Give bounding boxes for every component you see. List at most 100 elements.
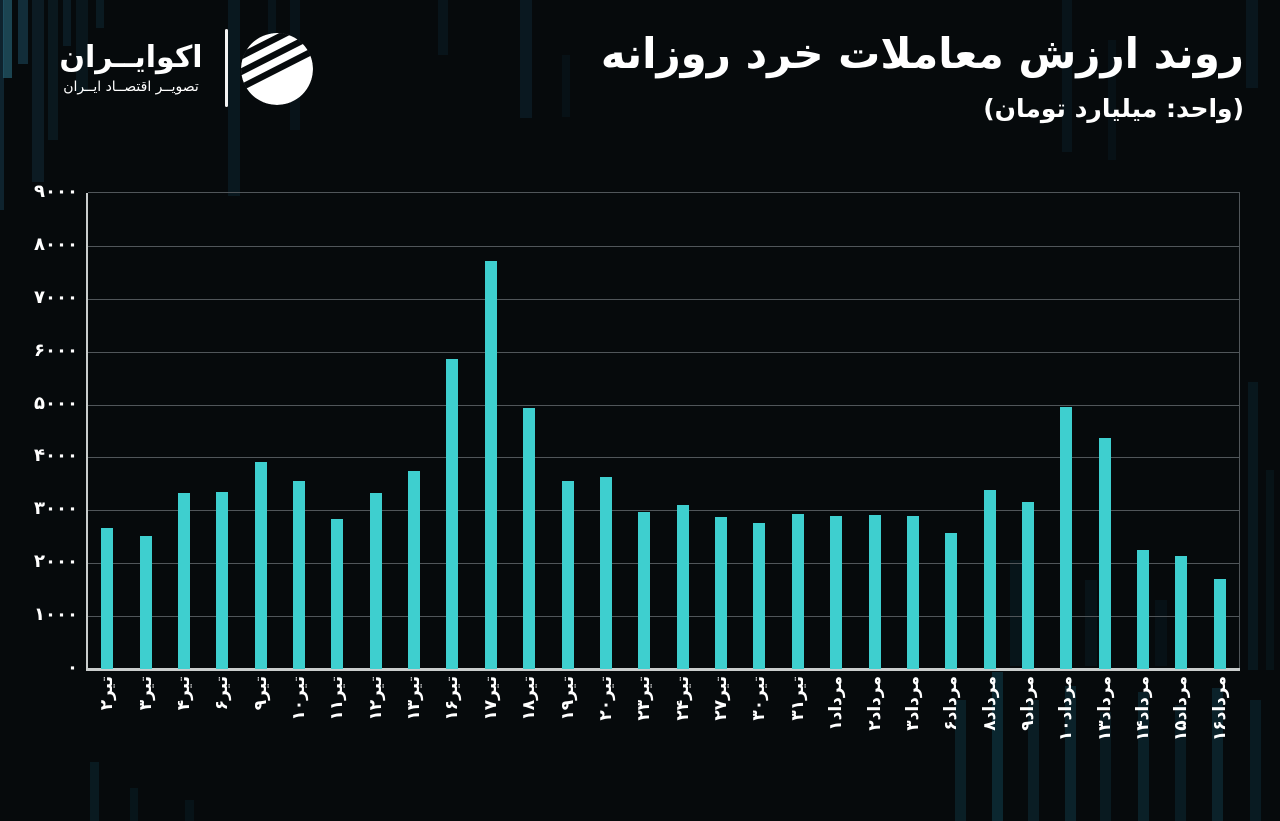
gridline [88,245,1239,247]
x-tick-label: مرداد۱۵ [1171,676,1192,742]
bar-مرداد۹ [1021,501,1034,669]
y-tick-label: ۵۰۰۰ [34,392,78,414]
x-tick-label: مرداد۶ [941,676,962,731]
y-tick-label: ۳۰۰۰ [34,498,78,520]
gridline [88,351,1239,353]
bar-مرداد۱۳ [1098,437,1111,669]
x-tick-label: تیر۱۱ [327,676,348,721]
background-streak [18,0,28,64]
x-tick-label: تیر۳۱ [787,676,808,721]
x-tick-label: مرداد۸ [979,676,1000,731]
bar-تیر۲۳ [638,511,651,669]
gridline [88,457,1239,459]
x-tick-label: تیر۲۷ [711,676,732,721]
bar-مرداد۱۶ [1213,579,1226,669]
bar-مرداد۱۵ [1175,555,1188,669]
bar-تیر۲ [101,528,114,669]
x-tick-label: مرداد۹ [1017,676,1038,731]
x-tick-label: تیر۲۰ [595,676,616,721]
x-tick-label: تیر۲ [97,676,118,711]
plot-area [86,192,1240,671]
background-streak [1250,700,1261,821]
y-axis-tick-labels: ۹۰۰۰ ۸۰۰۰ ۷۰۰۰ ۶۰۰۰ ۵۰۰۰ ۴۰۰۰ ۳۰۰۰ ۲۰۰۰ ۱۰۰۰ ۰ [0,181,78,678]
x-tick-label: تیر۱۷ [480,676,501,721]
background-streak [520,0,532,118]
ecoiran-logo-icon [237,28,317,108]
y-tick-label: ۶۰۰۰ [34,339,78,361]
bar-تیر۲۰ [599,476,612,669]
background-streak [0,0,4,210]
x-tick-label: تیر۴ [173,676,194,711]
y-tick-label: ۸۰۰۰ [34,233,78,255]
bar-تیر۱۳ [408,471,421,669]
y-tick-label: ۷۰۰۰ [34,286,78,308]
x-tick-label: مرداد۱۴ [1133,676,1154,742]
gridline [88,616,1239,618]
brand-divider [225,29,228,107]
bar-مرداد۳ [906,515,919,669]
bar-تیر۱۸ [523,408,536,669]
x-tick-label: مرداد۱۳ [1094,676,1115,742]
bar-تیر۱۰ [293,481,306,669]
x-tick-label: تیر۱۹ [557,676,578,721]
y-tick-label: ۹۰۰۰ [34,181,78,202]
gridline [88,510,1239,512]
unit-label: (واحد: میلیارد تومان) [983,94,1244,124]
chart-header: روند ارزش معاملات خرد روزانه (واحد: میلی… [600,29,1244,124]
bar-تیر۴ [177,492,190,669]
background-streak [1246,0,1258,88]
x-tick-label: تیر۹ [250,676,271,711]
brand-name: اکوایــران [59,40,203,75]
x-tick-label: مرداد۱ [826,676,847,731]
background-streak [3,0,12,78]
brand-tagline: تصویــر اقتصــاد ایــران [63,79,199,95]
gridline [88,563,1239,565]
background-streak [1248,382,1258,670]
x-tick-label: تیر۱۳ [404,676,425,721]
x-axis-line [86,668,1240,671]
bar-تیر۶ [216,492,229,669]
background-streak [438,0,448,55]
gridline [88,298,1239,300]
bar-مرداد۲ [868,514,881,669]
y-tick-label: ۰ [67,657,78,678]
background-streak [1266,470,1274,670]
background-streak [32,0,44,182]
brand-block: اکوایــران تصویــر اقتصــاد ایــران [46,24,318,112]
bar-تیر۱۶ [446,358,459,669]
bar-تیر۱۹ [561,480,574,669]
y-tick-label: ۱۰۰۰ [34,604,78,626]
bar-مرداد۸ [983,490,996,669]
x-tick-label: مرداد۱۰ [1056,676,1077,742]
gridline [88,404,1239,406]
x-axis-tick-labels: تیر۲ تیر۳ تیر۴ تیر۶ تیر۹ تیر۱۰ تیر۱۱ تیر۱۲ تیر۱۳… [88,676,1239,816]
y-tick-label: ۲۰۰۰ [34,551,78,573]
x-tick-label: تیر۲۴ [672,676,693,721]
bar-مرداد۱۰ [1060,406,1073,669]
x-tick-label: تیر۲۳ [634,676,655,721]
background-streak [562,55,570,117]
x-tick-label: تیر۳ [135,676,156,711]
y-axis-line [86,193,88,671]
x-tick-label: مرداد۱۶ [1209,676,1230,742]
x-tick-label: مرداد۳ [902,676,923,731]
bar-مرداد۱۴ [1137,550,1150,669]
bar-تیر۳ [139,535,152,669]
bar-مرداد۱ [830,515,843,669]
bar-تیر۱۷ [484,261,497,669]
bar-تیر۹ [254,462,267,669]
y-tick-label: ۴۰۰۰ [34,445,78,467]
bar-تیر۱۱ [331,518,344,669]
x-tick-label: تیر۶ [212,676,233,711]
bar-تیر۲۴ [676,505,689,669]
bar-تیر۳۰ [753,522,766,669]
bar-مرداد۶ [945,533,958,669]
bar-تیر۳۱ [791,513,804,669]
bar-تیر۲۷ [715,517,728,669]
page-title: روند ارزش معاملات خرد روزانه [600,29,1244,78]
x-tick-label: تیر۱۲ [365,676,386,721]
x-tick-label: مرداد۲ [864,676,885,731]
brand-text: اکوایــران تصویــر اقتصــاد ایــران [46,41,216,95]
x-tick-label: تیر۱۶ [442,676,463,721]
